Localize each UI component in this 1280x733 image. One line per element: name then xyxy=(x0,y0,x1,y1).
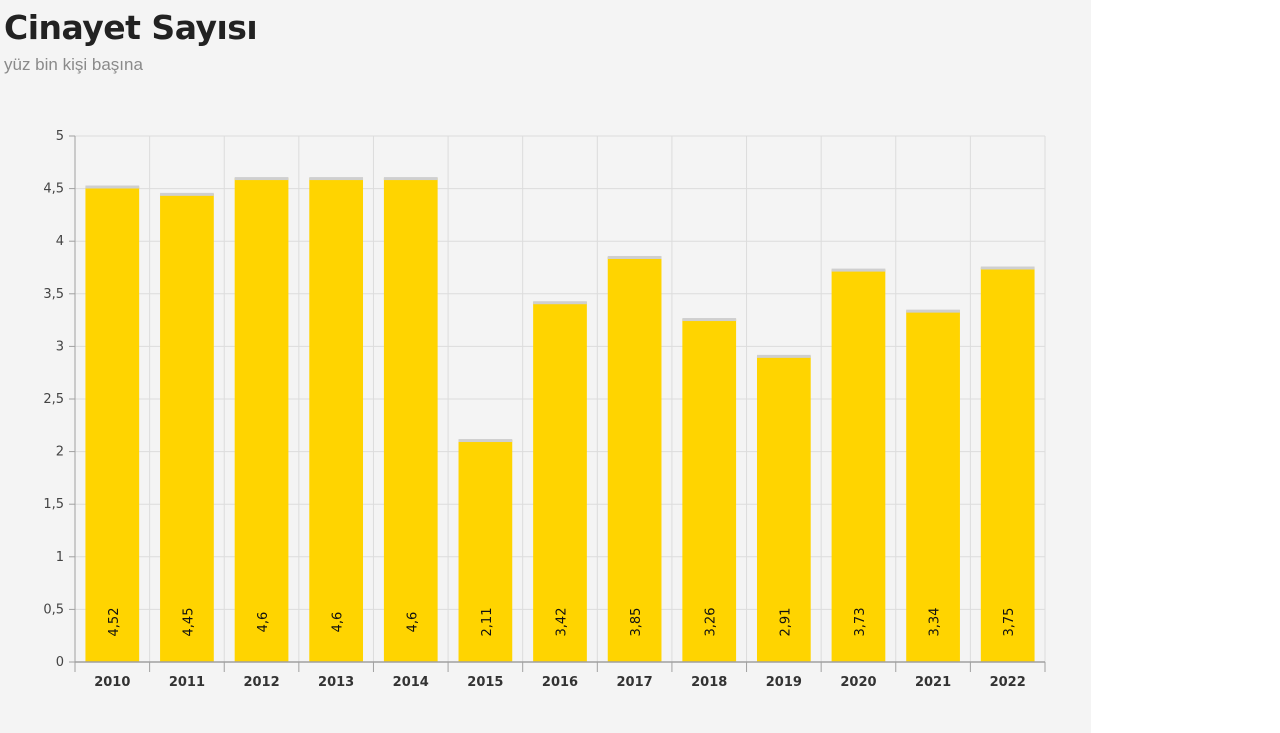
x-tick-label: 2019 xyxy=(766,675,802,690)
x-tick-label: 2022 xyxy=(990,675,1026,690)
data-label: 4,6 xyxy=(331,612,346,633)
data-label: 4,6 xyxy=(405,612,420,633)
bar-top-edge xyxy=(831,268,886,272)
bar-top-edge xyxy=(85,185,140,189)
data-label: 2,91 xyxy=(778,608,793,637)
chart-title: Cinayet Sayısı xyxy=(4,8,258,47)
bar-top-edge xyxy=(756,354,811,358)
bar xyxy=(85,186,140,662)
bar xyxy=(458,440,513,662)
bar xyxy=(756,355,811,662)
bar xyxy=(160,193,214,663)
bar-top-edge xyxy=(906,309,960,313)
data-label: 4,45 xyxy=(181,608,196,637)
axes xyxy=(69,135,1046,672)
x-tick-label: 2010 xyxy=(94,675,130,690)
y-tick-label: 2,5 xyxy=(43,392,64,407)
x-tick-label: 2016 xyxy=(542,675,578,690)
y-tick-label: 2 xyxy=(56,445,64,460)
x-tick-label: 2012 xyxy=(243,675,279,690)
data-label: 3,26 xyxy=(704,608,719,637)
bar-top-edge xyxy=(533,301,587,305)
bar xyxy=(682,319,737,662)
bars xyxy=(85,177,1035,663)
y-tick-label: 0 xyxy=(56,655,64,670)
y-tick-label: 4 xyxy=(56,234,64,249)
bar-top-edge xyxy=(682,318,737,322)
x-tick-label: 2013 xyxy=(318,675,354,690)
labels: 0 0,5 1 1,5 2 2,5 3 3,5 4 4,5 5 2010 4,52 2011 4,45 201… xyxy=(43,129,1025,690)
bar-top-edge xyxy=(458,439,513,443)
data-label: 4,52 xyxy=(107,608,122,637)
y-tick-label: 3 xyxy=(56,339,64,354)
bar xyxy=(831,269,886,662)
bar-chart: 0 0,5 1 1,5 2 2,5 3 3,5 4 4,5 5 2010 4,52 2011 4,45 201… xyxy=(43,129,1046,690)
bar xyxy=(607,256,662,662)
y-tick-label: 4,5 xyxy=(43,182,64,197)
x-tick-label: 2021 xyxy=(915,675,951,690)
chart-panel: Cinayet Sayısı yüz bin kişi başına 0 0,5 1… xyxy=(0,0,1091,733)
data-label: 4,6 xyxy=(256,612,271,633)
bar-top-edge xyxy=(160,192,214,196)
bar xyxy=(309,178,364,662)
bar-top-edge xyxy=(309,177,364,181)
x-tick-label: 2018 xyxy=(691,675,727,690)
data-label: 3,85 xyxy=(629,608,644,637)
bar xyxy=(383,178,438,662)
x-tick-label: 2015 xyxy=(467,675,503,690)
x-tick-label: 2020 xyxy=(840,675,876,690)
data-label: 3,42 xyxy=(555,608,570,637)
bar xyxy=(234,178,289,662)
x-tick-label: 2017 xyxy=(617,675,653,690)
y-tick-label: 1 xyxy=(56,550,64,565)
bar xyxy=(906,310,960,662)
y-tick-label: 0,5 xyxy=(43,602,64,617)
bar-top-edge xyxy=(607,255,662,259)
y-tick-label: 1,5 xyxy=(43,497,64,512)
data-label: 3,34 xyxy=(928,608,943,637)
x-tick-label: 2014 xyxy=(393,675,429,690)
data-label: 2,11 xyxy=(480,608,495,637)
bar xyxy=(533,302,587,662)
data-label: 3,73 xyxy=(853,608,868,637)
bar-top-edge xyxy=(383,177,438,181)
data-label: 3,75 xyxy=(1002,608,1017,637)
bar-top-edge xyxy=(234,177,289,181)
y-tick-label: 5 xyxy=(56,129,64,144)
bar-top-edge xyxy=(980,266,1035,270)
y-tick-label: 3,5 xyxy=(43,287,64,302)
chart-subtitle: yüz bin kişi başına xyxy=(4,55,143,74)
bar xyxy=(980,267,1035,662)
x-tick-label: 2011 xyxy=(169,675,205,690)
